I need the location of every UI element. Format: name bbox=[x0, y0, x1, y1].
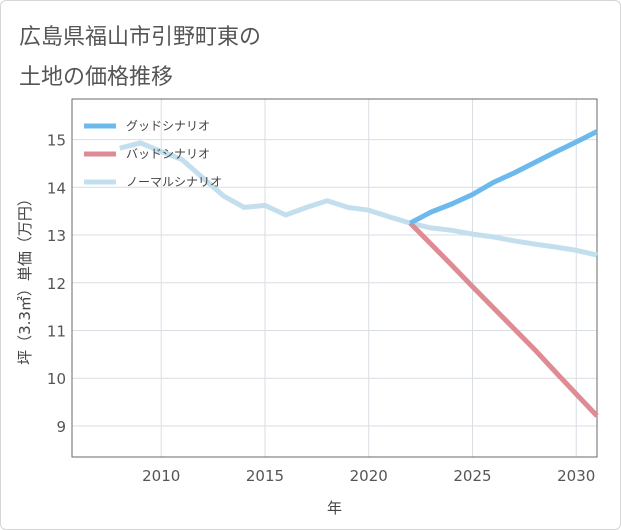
series-line-3 bbox=[119, 140, 598, 258]
y-tick-label: 11 bbox=[47, 323, 66, 341]
legend-label: バッドシナリオ bbox=[126, 147, 210, 161]
y-tick-label: 9 bbox=[56, 418, 66, 436]
x-tick-label: 2010 bbox=[142, 467, 180, 485]
chart-title-line-1: 広島県福山市引野町東の bbox=[19, 25, 262, 50]
legend-label: ノーマルシナリオ bbox=[126, 175, 222, 189]
plot-area bbox=[71, 98, 598, 458]
series-line-2 bbox=[408, 221, 599, 418]
y-tick-label: 14 bbox=[47, 179, 66, 197]
grid bbox=[72, 99, 597, 457]
y-tick-label: 12 bbox=[47, 275, 66, 293]
series-line-1 bbox=[409, 129, 599, 226]
chart-title-line-2: 土地の価格推移 bbox=[19, 65, 174, 90]
x-tick-label: 2020 bbox=[350, 467, 388, 485]
tick-labels: 2010 2015 2020 2025 2030 9 10 11 12 13 14 15 bbox=[47, 132, 595, 485]
y-tick-label: 13 bbox=[47, 227, 66, 245]
series-lines bbox=[119, 129, 599, 418]
x-axis-title: 年 bbox=[327, 499, 342, 517]
y-tick-label: 15 bbox=[47, 132, 66, 150]
x-tick-label: 2025 bbox=[453, 467, 491, 485]
y-axis-title: 坪（3.3㎡）単価（万円） bbox=[16, 191, 34, 365]
y-tick-label: 10 bbox=[47, 370, 66, 388]
x-tick-label: 2015 bbox=[246, 467, 284, 485]
x-tick-label: 2030 bbox=[557, 467, 595, 485]
legend-label: グッドシナリオ bbox=[126, 119, 210, 133]
